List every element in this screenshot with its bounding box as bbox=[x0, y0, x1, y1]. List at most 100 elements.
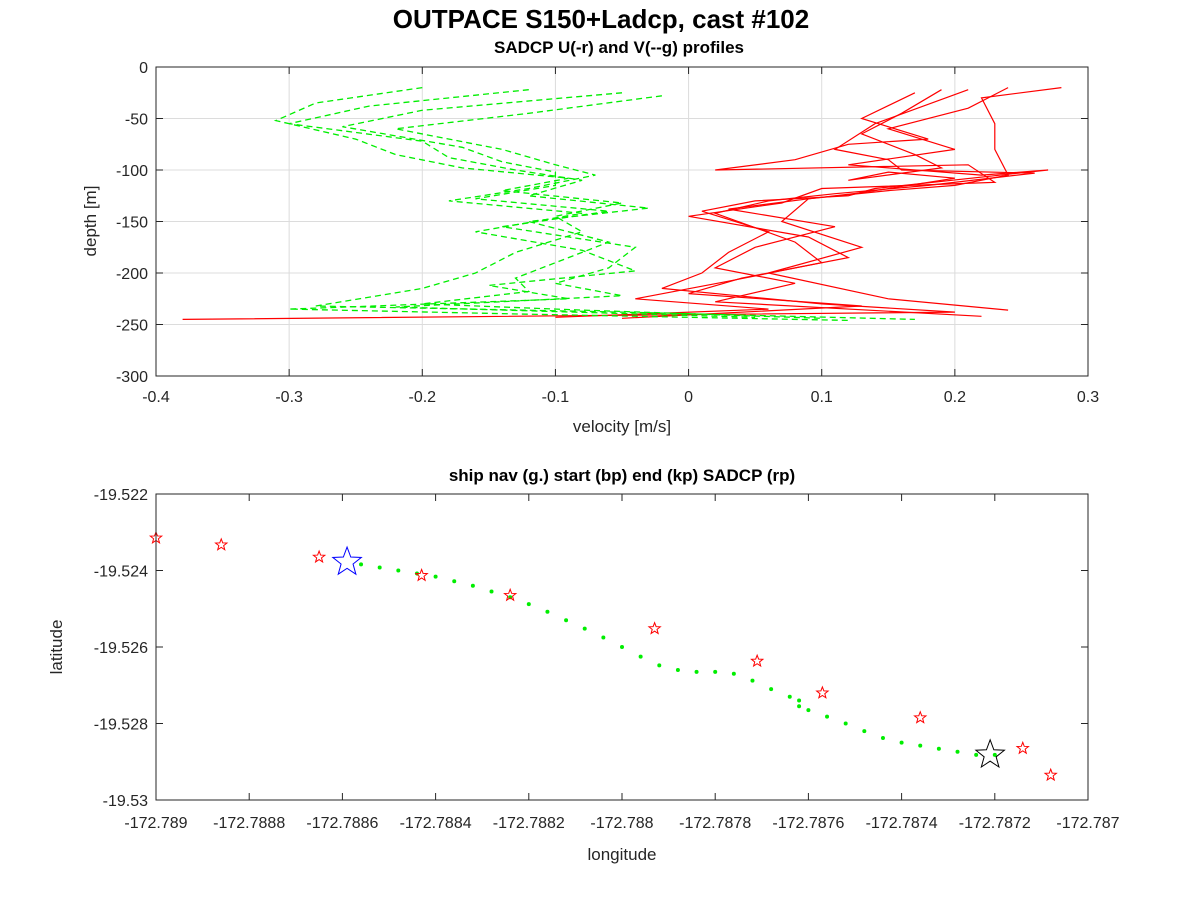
profiles-ytick-label: -250 bbox=[116, 318, 148, 335]
nav-point bbox=[918, 743, 923, 748]
nav-xtick-label: -172.789 bbox=[124, 815, 187, 832]
u-profile-line bbox=[713, 89, 982, 317]
nav-point bbox=[657, 663, 662, 668]
sadcp-point bbox=[1043, 767, 1058, 782]
profiles-xtick-label: -0.1 bbox=[542, 389, 570, 406]
profiles-xtick-label: -0.3 bbox=[275, 389, 303, 406]
nav-point bbox=[433, 574, 438, 579]
profiles-ticks: -0.4 -0.3 -0.2 -0.1 0 0.1 0.2 0.3 0 -50 -100 -150 -2… bbox=[116, 60, 1099, 406]
nav-point bbox=[545, 609, 550, 614]
nav-point bbox=[377, 565, 382, 570]
nav-point bbox=[675, 667, 680, 672]
nav-plot: ship nav (g.) start (bp) end (kp) SADCP … bbox=[47, 466, 1120, 864]
nav-point bbox=[489, 589, 494, 594]
sadcp-point bbox=[750, 653, 765, 668]
nav-point bbox=[974, 752, 979, 757]
sadcp-point bbox=[815, 685, 830, 699]
nav-xtick-label: -172.7884 bbox=[400, 815, 472, 832]
nav-point bbox=[359, 562, 364, 567]
profiles-xtick-label: 0 bbox=[684, 389, 693, 406]
nav-point bbox=[797, 704, 802, 709]
nav-point bbox=[396, 568, 401, 573]
nav-point bbox=[843, 721, 848, 726]
sadcp-point bbox=[503, 587, 518, 602]
u-profile-line bbox=[182, 87, 1049, 320]
profiles-ylabel: depth [m] bbox=[81, 186, 100, 257]
profiles-ytick-label: -200 bbox=[116, 266, 148, 283]
nav-xtick-label: -172.7888 bbox=[213, 815, 285, 832]
end-point bbox=[974, 738, 1006, 769]
profiles-grid bbox=[156, 67, 1088, 376]
sadcp-point bbox=[312, 549, 327, 564]
sadcp-point bbox=[214, 537, 229, 551]
sadcp-point bbox=[647, 621, 662, 635]
nav-point bbox=[470, 583, 475, 588]
nav-point bbox=[825, 714, 830, 719]
nav-xtick-label: -172.7886 bbox=[306, 815, 378, 832]
nav-point bbox=[862, 729, 867, 734]
sadcp-point bbox=[913, 710, 928, 724]
nav-xtick-label: -172.7876 bbox=[772, 815, 844, 832]
nav-ytick-label: -19.53 bbox=[103, 793, 148, 810]
nav-xtick-label: -172.7878 bbox=[679, 815, 751, 832]
nav-point bbox=[769, 687, 774, 692]
nav-point bbox=[899, 740, 904, 745]
profiles-title: SADCP U(-r) and V(--g) profiles bbox=[494, 38, 744, 57]
profiles-ytick-label: -150 bbox=[116, 215, 148, 232]
profiles-xlabel: velocity [m/s] bbox=[573, 417, 671, 436]
profiles-ytick-label: -100 bbox=[116, 163, 148, 180]
nav-point bbox=[564, 618, 569, 623]
figure-title: OUTPACE S150+Ladcp, cast #102 bbox=[393, 4, 809, 34]
nav-xlabel: longitude bbox=[587, 845, 656, 864]
nav-point bbox=[787, 694, 792, 699]
profiles-xtick-label: 0.2 bbox=[944, 389, 966, 406]
nav-xtick-label: -172.7874 bbox=[866, 815, 938, 832]
profiles-xtick-label: 0.3 bbox=[1077, 389, 1099, 406]
u-profile-line bbox=[555, 89, 1035, 318]
u-profile-line bbox=[621, 92, 997, 319]
sadcp-point bbox=[414, 568, 429, 582]
v-profile-line bbox=[342, 92, 756, 318]
nav-point bbox=[731, 671, 736, 676]
nav-point bbox=[806, 708, 811, 713]
nav-point bbox=[638, 654, 643, 659]
nav-ylabel: latitude bbox=[47, 620, 66, 675]
nav-point bbox=[936, 746, 941, 751]
nav-point bbox=[992, 752, 997, 757]
nav-xtick-label: -172.7872 bbox=[959, 815, 1031, 832]
nav-point bbox=[601, 635, 606, 640]
profiles-series bbox=[182, 86, 1062, 322]
profiles-ytick-label: -300 bbox=[116, 369, 148, 386]
nav-point bbox=[452, 579, 457, 584]
start-point bbox=[331, 545, 363, 576]
nav-ytick-label: -19.528 bbox=[94, 717, 148, 734]
nav-ticks: -172.789 -172.7888 -172.7886 -172.7884 -172.… bbox=[94, 487, 1120, 832]
nav-point bbox=[750, 678, 755, 683]
profiles-ytick-label: 0 bbox=[139, 60, 148, 77]
nav-ytick-label: -19.524 bbox=[94, 564, 148, 581]
nav-point bbox=[620, 645, 624, 649]
u-profile-line bbox=[768, 87, 1062, 311]
profiles-plot: SADCP U(-r) and V(--g) profiles -0.4 -0.3… bbox=[81, 38, 1099, 436]
nav-point bbox=[955, 749, 960, 754]
nav-xtick-label: -172.7882 bbox=[493, 815, 565, 832]
nav-title: ship nav (g.) start (bp) end (kp) SADCP … bbox=[449, 466, 795, 485]
nav-ytick-label: -19.526 bbox=[94, 640, 148, 657]
v-profile-line bbox=[289, 95, 849, 322]
v-profile-line bbox=[288, 89, 822, 319]
sadcp-point bbox=[1015, 740, 1030, 755]
nav-point bbox=[582, 626, 587, 631]
nav-xtick-label: -172.788 bbox=[590, 815, 653, 832]
nav-point bbox=[694, 669, 699, 674]
nav-xtick-label: -172.787 bbox=[1056, 815, 1119, 832]
v-profile-line bbox=[273, 86, 915, 321]
nav-point bbox=[880, 736, 885, 741]
profiles-xtick-label: 0.1 bbox=[811, 389, 833, 406]
nav-point bbox=[526, 602, 531, 607]
nav-point bbox=[797, 698, 802, 703]
profiles-xtick-label: -0.4 bbox=[142, 389, 170, 406]
nav-point bbox=[713, 669, 718, 674]
profiles-ytick-label: -50 bbox=[125, 112, 148, 129]
profiles-xtick-label: -0.2 bbox=[408, 389, 436, 406]
